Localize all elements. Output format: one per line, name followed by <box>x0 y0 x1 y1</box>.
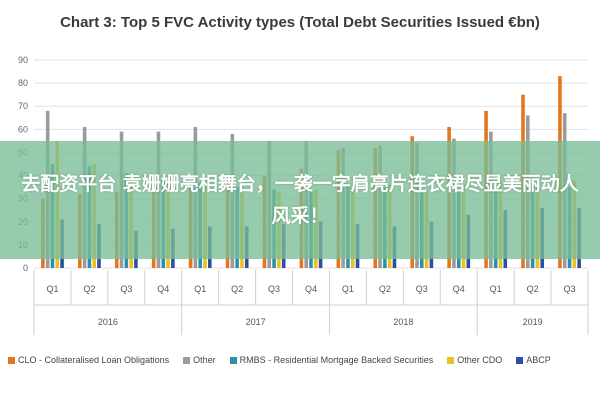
year-label: 2016 <box>98 317 118 327</box>
x-tick-label: Q2 <box>379 284 391 294</box>
x-tick-label: Q1 <box>490 284 502 294</box>
x-tick-label: Q3 <box>416 284 428 294</box>
y-tick-label: 60 <box>18 124 28 134</box>
x-tick-label: Q1 <box>342 284 354 294</box>
legend-swatch <box>8 356 15 364</box>
legend-item: ABCP <box>516 355 551 365</box>
legend-item: Other CDO <box>447 355 502 365</box>
legend-label: ABCP <box>526 355 551 365</box>
x-tick-label: Q1 <box>194 284 206 294</box>
x-tick-label: Q4 <box>453 284 465 294</box>
legend-label: CLO - Collateralised Loan Obligations <box>18 355 170 365</box>
year-label: 2018 <box>393 317 413 327</box>
x-tick-label: Q3 <box>564 284 576 294</box>
y-tick-label: 70 <box>18 101 28 111</box>
y-tick-label: 0 <box>23 263 28 273</box>
legend-swatch <box>183 356 191 364</box>
x-tick-label: Q2 <box>83 284 95 294</box>
legend-item: Other <box>183 355 216 365</box>
legend-swatch <box>516 356 524 364</box>
x-tick-label: Q2 <box>231 284 243 294</box>
legend-label: Other <box>193 355 216 365</box>
legend-item: RMBS - Residential Mortgage Backed Secur… <box>229 355 434 365</box>
x-tick-label: Q4 <box>157 284 169 294</box>
year-label: 2017 <box>246 317 266 327</box>
year-label: 2019 <box>523 317 543 327</box>
overlay-banner-text: 去配资平台 袁姗姗亮相舞台，一袭一字肩亮片连衣裙尽显美丽动人风采！ <box>21 173 579 227</box>
y-tick-label: 90 <box>18 55 28 65</box>
chart-title: Chart 3: Top 5 FVC Activity types (Total… <box>60 14 540 31</box>
legend-label: Other CDO <box>457 355 503 365</box>
x-tick-label: Q3 <box>268 284 280 294</box>
overlay-banner: 去配资平台 袁姗姗亮相舞台，一袭一字肩亮片连衣裙尽显美丽动人风采！ <box>0 141 600 259</box>
x-axis: Q1 Q2 Q3 Q4 Q1 Q2 Q3 Q4 Q1 Q2 Q3 Q4 Q1 Q2 Q3 2016 2017 20… <box>33 270 589 335</box>
x-tick-label: Q4 <box>305 284 317 294</box>
x-tick-label: Q2 <box>527 284 539 294</box>
x-tick-label: Q3 <box>120 284 132 294</box>
legend-swatch <box>447 356 455 364</box>
y-tick-label: 80 <box>18 78 28 88</box>
legend-item: CLO - Collateralised Loan Obligations <box>8 355 169 365</box>
legend-swatch <box>229 356 237 364</box>
x-tick-label: Q1 <box>46 284 58 294</box>
legend: CLO - Collateralised Loan Obligations Oth… <box>8 350 598 370</box>
legend-label: RMBS - Residential Mortgage Backed Secur… <box>239 355 434 365</box>
